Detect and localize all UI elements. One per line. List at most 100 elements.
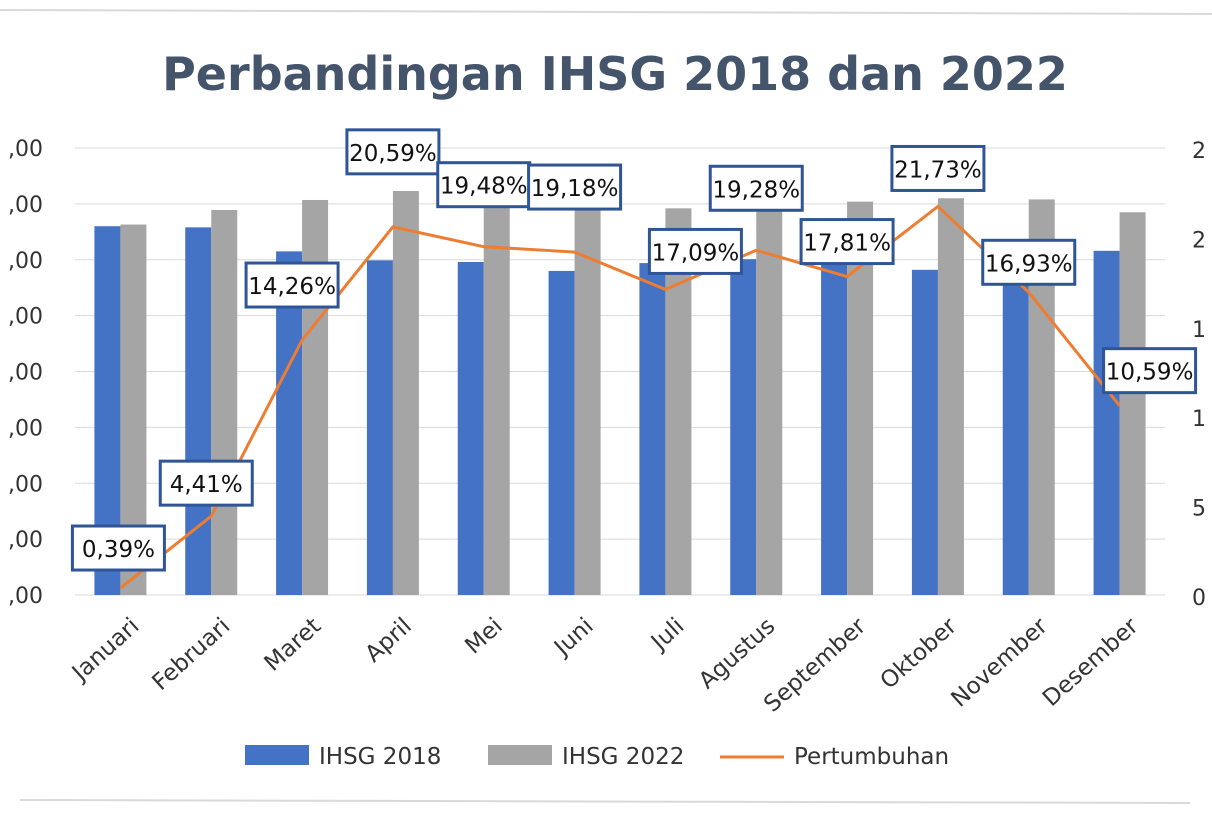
y-left-tick-label: ,00 xyxy=(8,361,43,386)
bar-ihsg-2018 xyxy=(185,227,212,595)
data-label-box xyxy=(527,163,623,211)
x-tick-label: Desember xyxy=(1038,613,1144,712)
x-tick-label: November xyxy=(946,613,1053,713)
legend-swatch xyxy=(488,745,552,765)
bar-ihsg-2018 xyxy=(457,261,484,595)
y-left-tick-label: ,00 xyxy=(8,528,43,553)
y-right-tick-label: 0 xyxy=(1192,586,1206,611)
legend: IHSG 2018 IHSG 2022 Pertumbuhan xyxy=(245,744,949,770)
data-label-box xyxy=(981,238,1077,286)
data-label-text: 19,18% xyxy=(531,176,619,202)
data-label: 19,48% xyxy=(436,161,532,209)
bar-ihsg-2018 xyxy=(821,260,848,595)
bar-ihsg-2022 xyxy=(392,191,419,595)
pertumbuhan-line xyxy=(119,204,1121,590)
y-right-tick-label: 5 xyxy=(1192,497,1206,522)
x-tick-label: Maret xyxy=(260,613,326,677)
data-label: 19,18% xyxy=(527,163,623,211)
data-label: 4,41% xyxy=(158,459,254,507)
data-label-box xyxy=(890,144,986,192)
data-label-text: 20,59% xyxy=(349,141,437,167)
data-label: 14,26% xyxy=(244,261,340,309)
bar-ihsg-2018 xyxy=(1002,256,1029,595)
data-label-box xyxy=(647,227,743,275)
x-axis: Januari Februari Maret April Mei Juni Juli Agus… xyxy=(66,613,1144,718)
data-label-box xyxy=(799,218,895,266)
data-labels: 0,39% 4,41% 14,26% 20,59%19,48% 19,18% 17,09%… xyxy=(70,128,1198,572)
y-left-tick-label: ,00 xyxy=(8,249,43,274)
bar-ihsg-2018 xyxy=(730,259,757,595)
x-tick-label: Januari xyxy=(66,613,144,687)
data-label: 20,59% xyxy=(345,128,441,176)
legend-item: IHSG 2022 xyxy=(488,744,684,770)
data-label: 19,28% xyxy=(708,164,804,212)
bar-ihsg-2018 xyxy=(1093,250,1120,595)
y-left-tick-label: ,00 xyxy=(8,416,43,441)
legend-swatch xyxy=(245,745,309,765)
bar-ihsg-2018 xyxy=(911,269,938,595)
growth-line xyxy=(119,204,1121,590)
data-label: 17,81% xyxy=(799,218,895,266)
legend-label: IHSG 2022 xyxy=(562,744,684,770)
x-tick-label: Juli xyxy=(645,613,689,657)
data-label: 21,73% xyxy=(890,144,986,192)
y-axis-left: ,00 ,00 ,00 ,00 ,00 ,00 ,00 ,00 ,00 xyxy=(8,137,43,609)
bar-ihsg-2022 xyxy=(574,207,601,596)
data-label: 10,59% xyxy=(1102,347,1198,395)
data-label: 0,39% xyxy=(70,524,166,572)
data-label-box xyxy=(158,459,254,507)
y-right-tick-label: 2 xyxy=(1192,228,1206,253)
y-left-tick-label: ,00 xyxy=(8,472,43,497)
data-label-text: 19,48% xyxy=(440,174,528,200)
bar-ihsg-2018 xyxy=(548,270,575,595)
bar-ihsg-2022 xyxy=(302,199,329,595)
data-label-text: 21,73% xyxy=(894,157,982,183)
legend-item: IHSG 2018 xyxy=(245,744,441,770)
data-label-text: 17,81% xyxy=(803,231,891,257)
data-label: 17,09% xyxy=(647,227,743,275)
data-label-text: 19,28% xyxy=(712,177,800,203)
legend-label: IHSG 2018 xyxy=(319,744,441,770)
bar-ihsg-2018 xyxy=(276,251,303,595)
bar-ihsg-2022 xyxy=(937,198,964,595)
x-tick-label: Juni xyxy=(548,613,598,662)
data-label-box xyxy=(436,161,532,209)
data-label-box xyxy=(244,261,340,309)
data-label-text: 10,59% xyxy=(1106,360,1194,386)
y-right-tick-label: 2 xyxy=(1192,139,1206,164)
bar-ihsg-2022 xyxy=(1119,212,1146,595)
x-tick-label: Mei xyxy=(460,613,507,659)
bar-ihsg-2022 xyxy=(483,197,510,596)
bar-ihsg-2022 xyxy=(211,210,238,596)
x-tick-label: April xyxy=(360,613,416,668)
data-label-box xyxy=(70,524,166,572)
y-axis-right: 0 5 1 1 2 2 xyxy=(1192,139,1206,611)
chart-title: Perbandingan IHSG 2018 dan 2022 xyxy=(162,47,1068,101)
y-left-tick-label: ,00 xyxy=(8,137,43,162)
data-label-box xyxy=(1102,347,1198,395)
y-right-tick-label: 1 xyxy=(1192,318,1206,343)
data-label-text: 14,26% xyxy=(248,274,336,300)
data-label-text: 16,93% xyxy=(985,251,1073,277)
legend-item: Pertumbuhan xyxy=(720,744,949,770)
data-label: 16,93% xyxy=(981,238,1077,286)
x-tick-label: Agustus xyxy=(694,613,780,694)
data-label-box xyxy=(345,128,441,176)
y-right-tick-label: 1 xyxy=(1192,407,1206,432)
y-left-tick-label: ,00 xyxy=(8,305,43,330)
gridlines xyxy=(75,147,1165,596)
data-label-text: 0,39% xyxy=(82,537,155,563)
bar-ihsg-2018 xyxy=(639,263,666,595)
legend-label: Pertumbuhan xyxy=(794,744,949,770)
data-label-text: 4,41% xyxy=(170,472,243,498)
data-label-box xyxy=(708,164,804,212)
x-tick-label: Oktober xyxy=(876,613,963,695)
x-tick-label: Februari xyxy=(147,613,235,696)
y-left-tick-label: ,00 xyxy=(8,584,43,609)
chart-border-bottom xyxy=(19,799,1191,804)
y-left-tick-label: ,00 xyxy=(8,193,43,218)
bar-ihsg-2022 xyxy=(756,193,783,595)
data-label-text: 17,09% xyxy=(652,240,740,266)
